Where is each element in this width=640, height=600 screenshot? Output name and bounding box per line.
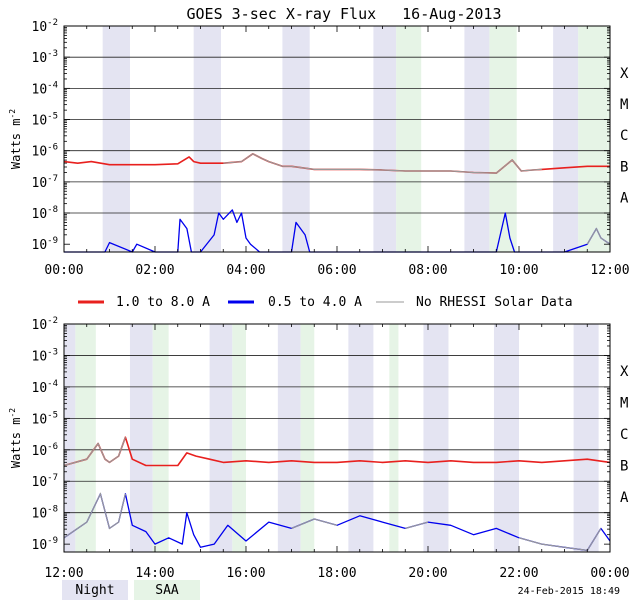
series-short-line — [63, 493, 611, 552]
saa-band — [578, 26, 608, 252]
y-tick-label: 10-6 — [32, 442, 59, 459]
saa-band — [607, 26, 610, 252]
no-rhessi-segment — [405, 521, 429, 529]
y-tick-label: 10-9 — [32, 236, 59, 253]
y-tick-label: 10-2 — [32, 316, 59, 333]
legend-long-label: 1.0 to 8.0 A — [116, 295, 210, 310]
saa-legend-box — [134, 580, 200, 600]
top-panel-series — [63, 153, 611, 253]
y-tick-label: 10-2 — [32, 18, 59, 35]
x-tick-label: 18:00 — [317, 566, 356, 581]
no-rhessi-segment — [586, 227, 611, 245]
x-tick-label: 12:00 — [590, 263, 629, 278]
y-tick-label: 10-9 — [32, 536, 59, 553]
no-rhessi-segment — [63, 436, 126, 467]
y-tick-label: 10-8 — [32, 205, 59, 222]
night-band — [129, 324, 153, 552]
saa-band — [232, 324, 246, 552]
night-legend-box — [62, 580, 128, 600]
saa-band — [389, 324, 399, 552]
x-tick-label: 00:00 — [44, 263, 83, 278]
no-rhessi-segment — [223, 153, 283, 167]
x-tick-label: 20:00 — [408, 566, 447, 581]
saa-band — [300, 324, 315, 552]
y-tick-label: 10-5 — [32, 112, 59, 129]
class-label-a: A — [620, 190, 629, 206]
x-tick-label: 02:00 — [135, 263, 174, 278]
x-tick-label: 14:00 — [135, 566, 174, 581]
bottom-panel-series — [63, 436, 611, 552]
y-tick-label: 10-3 — [32, 49, 59, 66]
saa-band — [489, 26, 517, 252]
class-label-c: C — [620, 128, 628, 144]
legend-no-rhessi-label: No RHESSI Solar Data — [416, 295, 573, 310]
no-rhessi-segment — [291, 518, 338, 529]
x-tick-label: 00:00 — [590, 566, 629, 581]
night-band — [464, 26, 490, 252]
x-tick-label: 12:00 — [44, 566, 83, 581]
night-band — [348, 324, 374, 552]
class-label-a: A — [620, 490, 629, 506]
x-tick-label: 06:00 — [317, 263, 356, 278]
y-tick-label: 10-4 — [32, 80, 59, 97]
saa-band — [75, 324, 96, 552]
y-tick-label: 10-4 — [32, 379, 59, 396]
night-band — [277, 324, 301, 552]
bottom-panel-bands — [64, 324, 599, 552]
y-tick-label: 10-7 — [32, 473, 59, 490]
saa-band — [152, 324, 169, 552]
no-rhessi-segment — [63, 492, 126, 539]
night-band — [102, 26, 130, 252]
class-label-m: M — [620, 396, 628, 412]
night-band — [282, 26, 310, 252]
plot-frame — [63, 25, 611, 253]
series-short-line — [64, 209, 611, 253]
bottom-panel-grid — [64, 355, 610, 514]
no-rhessi-segment — [518, 528, 602, 552]
class-label-b: B — [620, 159, 628, 175]
class-label-b: B — [620, 459, 628, 475]
night-band — [209, 324, 233, 552]
class-label-m: M — [620, 97, 628, 113]
y-axis-label: Watts m-2 — [8, 109, 23, 169]
class-label-x: X — [620, 66, 629, 82]
top-panel-grid — [64, 56, 610, 214]
night-band — [553, 26, 579, 252]
y-tick-label: 10-8 — [32, 505, 59, 522]
x-tick-label: 04:00 — [226, 263, 265, 278]
night-band — [573, 324, 599, 552]
night-band — [193, 26, 221, 252]
y-tick-label: 10-7 — [32, 174, 59, 191]
channel-legend: 1.0 to 8.0 A 0.5 to 4.0 A No RHESSI Sola… — [78, 295, 573, 310]
no-rhessi-segment — [282, 159, 542, 174]
class-label-c: C — [620, 427, 628, 443]
x-tick-label: 08:00 — [408, 263, 447, 278]
y-axis-label: Watts m-2 — [8, 408, 23, 468]
night-band — [493, 324, 519, 552]
y-tick-label: 10-3 — [32, 347, 59, 364]
y-tick-label: 10-5 — [32, 410, 59, 427]
saa-band — [396, 26, 422, 252]
night-legend-label: Night — [75, 583, 114, 598]
x-tick-label: 10:00 — [499, 263, 538, 278]
y-tick-label: 10-6 — [32, 143, 59, 160]
top-panel-bands — [102, 26, 610, 252]
x-tick-label: 16:00 — [226, 566, 265, 581]
x-tick-label: 22:00 — [499, 566, 538, 581]
footer-timestamp: 24-Feb-2015 18:49 — [518, 586, 620, 597]
night-band — [423, 324, 449, 552]
legend-short-label: 0.5 to 4.0 A — [268, 295, 362, 310]
night-band — [373, 26, 397, 252]
class-label-x: X — [620, 364, 629, 380]
band-legend: Night SAA — [62, 580, 200, 600]
saa-legend-label: SAA — [155, 583, 179, 598]
night-band — [64, 324, 76, 552]
chart-title: GOES 3-sec X-ray Flux 16-Aug-2013 — [187, 5, 502, 23]
